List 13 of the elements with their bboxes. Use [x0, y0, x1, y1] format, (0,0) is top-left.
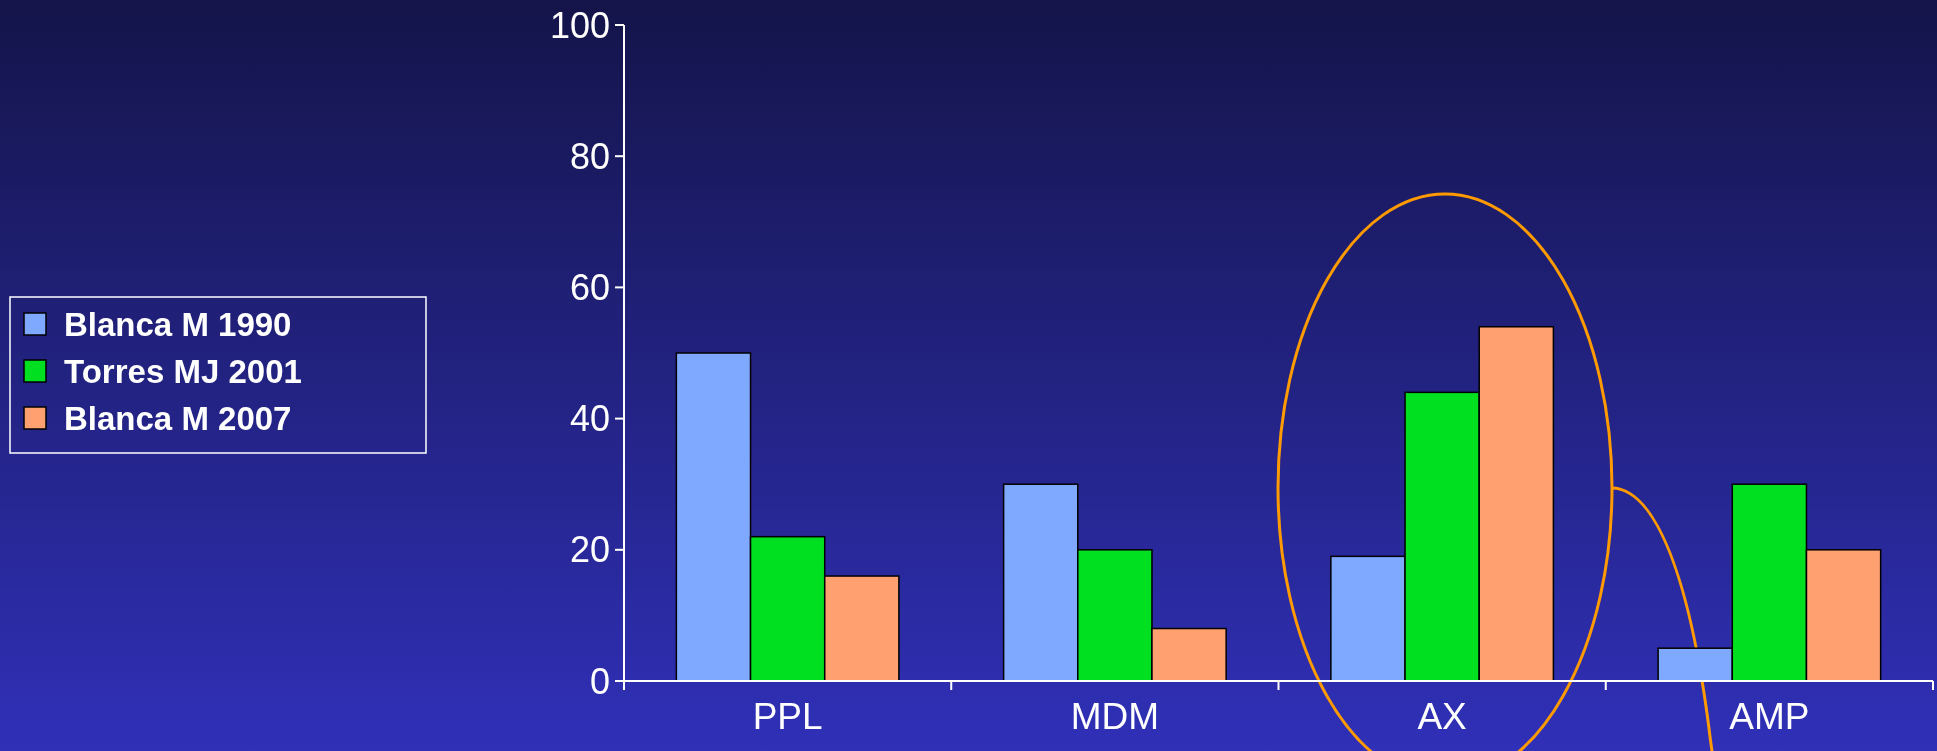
legend-label: Blanca M 1990: [64, 305, 292, 343]
y-tick-label: 40: [569, 398, 610, 440]
legend-label: Blanca M 2007: [64, 399, 292, 437]
y-tick-label: 100: [549, 4, 610, 46]
y-tick-label: 20: [569, 529, 610, 571]
y-tick-label: 0: [589, 660, 610, 702]
x-tick-label: AX: [1417, 696, 1467, 737]
x-tick-label: MDM: [1070, 696, 1160, 737]
y-tick-label: 80: [569, 135, 610, 177]
legend-label: Torres MJ 2001: [64, 352, 302, 390]
y-tick-label: 60: [569, 267, 610, 308]
x-tick-label: AMP: [1729, 696, 1810, 737]
x-tick-label: PPL: [752, 696, 823, 737]
